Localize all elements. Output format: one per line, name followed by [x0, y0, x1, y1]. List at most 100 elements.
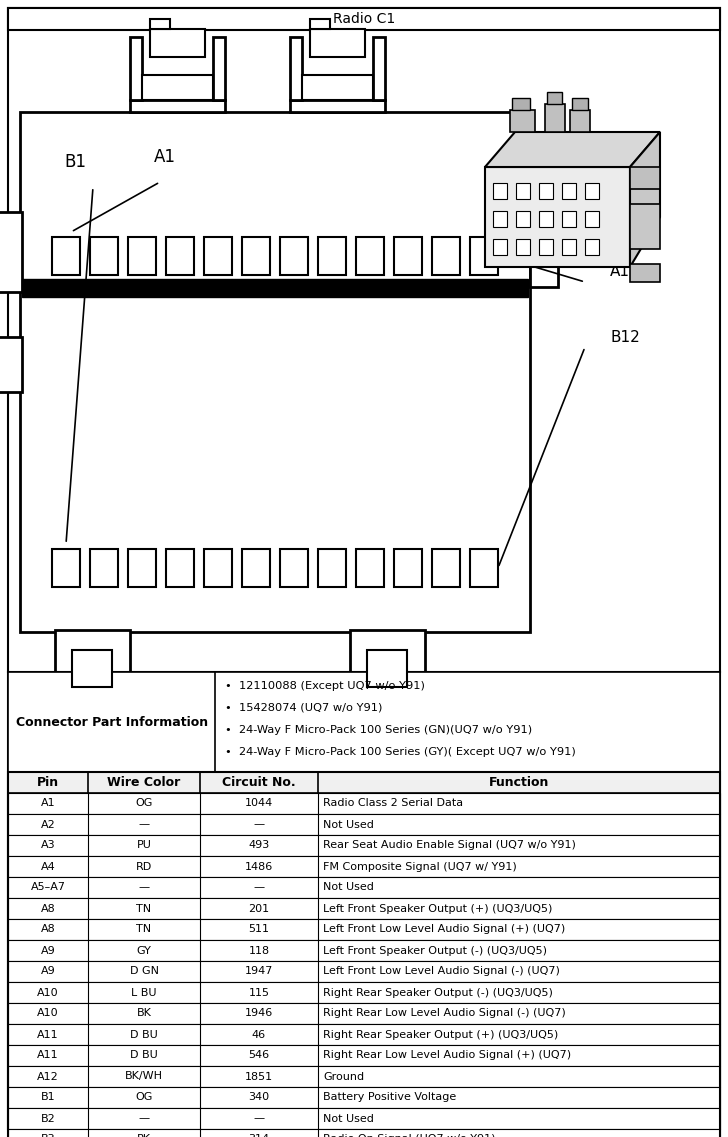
- Bar: [493, 239, 507, 255]
- Bar: [8, 919, 720, 940]
- Bar: [90, 236, 118, 275]
- Text: —: —: [138, 820, 149, 830]
- Text: Rear Seat Audio Enable Signal (UQ7 w/o Y91): Rear Seat Audio Enable Signal (UQ7 w/o Y…: [323, 840, 576, 850]
- Text: 118: 118: [248, 946, 269, 955]
- Bar: [562, 239, 576, 255]
- Text: Wire Color: Wire Color: [107, 775, 181, 789]
- Text: Ground: Ground: [323, 1071, 364, 1081]
- Text: Radio Class 2 Serial Data: Radio Class 2 Serial Data: [323, 798, 463, 808]
- Text: A8: A8: [41, 924, 55, 935]
- Text: A10: A10: [37, 1009, 59, 1019]
- Bar: [8, 982, 720, 1003]
- Bar: [432, 549, 460, 587]
- Bar: [562, 183, 576, 199]
- Text: Left Front Speaker Output (-) (UQ3/UQ5): Left Front Speaker Output (-) (UQ3/UQ5): [323, 946, 547, 955]
- Text: —: —: [138, 1113, 149, 1123]
- Bar: [350, 630, 425, 687]
- Bar: [8, 1087, 720, 1107]
- Bar: [470, 549, 498, 587]
- Text: Right Rear Low Level Audio Signal (+) (UQ7): Right Rear Low Level Audio Signal (+) (U…: [323, 1051, 571, 1061]
- Bar: [8, 1045, 720, 1067]
- Text: RD: RD: [136, 862, 152, 871]
- Bar: [493, 211, 507, 227]
- Bar: [242, 549, 270, 587]
- Bar: [142, 75, 213, 100]
- Bar: [8, 856, 720, 877]
- Text: BK: BK: [137, 1009, 151, 1019]
- Text: A11: A11: [37, 1029, 59, 1039]
- Bar: [204, 549, 232, 587]
- Bar: [8, 877, 720, 898]
- Text: A5–A7: A5–A7: [31, 882, 66, 893]
- Bar: [516, 183, 530, 199]
- Text: 493: 493: [248, 840, 269, 850]
- Text: Not Used: Not Used: [323, 882, 374, 893]
- Bar: [394, 549, 422, 587]
- Bar: [310, 30, 365, 57]
- Bar: [8, 772, 720, 792]
- Bar: [470, 236, 498, 275]
- Bar: [52, 236, 80, 275]
- Bar: [55, 630, 130, 687]
- Text: A1: A1: [154, 148, 176, 166]
- Bar: [0, 211, 22, 292]
- Bar: [166, 549, 194, 587]
- Text: Left Front Low Level Audio Signal (-) (UQ7): Left Front Low Level Audio Signal (-) (U…: [323, 966, 560, 977]
- Text: •  15428074 (UQ7 w/o Y91): • 15428074 (UQ7 w/o Y91): [225, 703, 382, 713]
- Bar: [166, 236, 194, 275]
- Bar: [20, 113, 530, 632]
- Text: 1947: 1947: [245, 966, 273, 977]
- Text: Right Rear Speaker Output (+) (UQ3/UQ5): Right Rear Speaker Output (+) (UQ3/UQ5): [323, 1029, 558, 1039]
- Bar: [585, 239, 599, 255]
- Bar: [130, 100, 225, 113]
- Bar: [90, 549, 118, 587]
- Bar: [8, 1067, 720, 1087]
- Text: PU: PU: [137, 840, 151, 850]
- Bar: [8, 961, 720, 982]
- Text: Radio On Signal (UQ7 w/o Y91): Radio On Signal (UQ7 w/o Y91): [323, 1135, 496, 1137]
- Bar: [394, 236, 422, 275]
- Text: Right Rear Low Level Audio Signal (-) (UQ7): Right Rear Low Level Audio Signal (-) (U…: [323, 1009, 566, 1019]
- Bar: [130, 38, 142, 100]
- Bar: [367, 650, 407, 687]
- Text: OG: OG: [135, 1093, 153, 1103]
- Text: A8: A8: [41, 904, 55, 913]
- Bar: [493, 183, 507, 199]
- Bar: [630, 204, 660, 249]
- Bar: [539, 239, 553, 255]
- Bar: [318, 236, 346, 275]
- Text: Radio C1: Radio C1: [333, 13, 395, 26]
- Bar: [8, 1129, 720, 1137]
- Bar: [8, 1003, 720, 1024]
- Text: Not Used: Not Used: [323, 1113, 374, 1123]
- Bar: [539, 183, 553, 199]
- Text: Pin: Pin: [37, 775, 59, 789]
- Bar: [128, 236, 156, 275]
- Text: Function: Function: [488, 775, 549, 789]
- Text: 115: 115: [248, 988, 269, 997]
- Polygon shape: [630, 132, 660, 267]
- Bar: [204, 236, 232, 275]
- Text: OG: OG: [135, 798, 153, 808]
- Bar: [539, 211, 553, 227]
- Bar: [52, 549, 80, 587]
- Text: B1: B1: [64, 153, 86, 171]
- Bar: [516, 239, 530, 255]
- Text: A12: A12: [610, 265, 640, 280]
- Bar: [356, 549, 384, 587]
- Text: 546: 546: [248, 1051, 269, 1061]
- Bar: [8, 835, 720, 856]
- Text: —: —: [253, 882, 264, 893]
- Text: 511: 511: [248, 924, 269, 935]
- Text: A12: A12: [37, 1071, 59, 1081]
- Text: Left Front Low Level Audio Signal (+) (UQ7): Left Front Low Level Audio Signal (+) (U…: [323, 924, 565, 935]
- Text: 1044: 1044: [245, 798, 273, 808]
- Text: 340: 340: [248, 1093, 269, 1103]
- Bar: [585, 183, 599, 199]
- Bar: [8, 772, 720, 1137]
- Text: —: —: [253, 820, 264, 830]
- Bar: [630, 264, 660, 282]
- Bar: [318, 549, 346, 587]
- Polygon shape: [485, 132, 660, 167]
- Text: Battery Positive Voltage: Battery Positive Voltage: [323, 1093, 456, 1103]
